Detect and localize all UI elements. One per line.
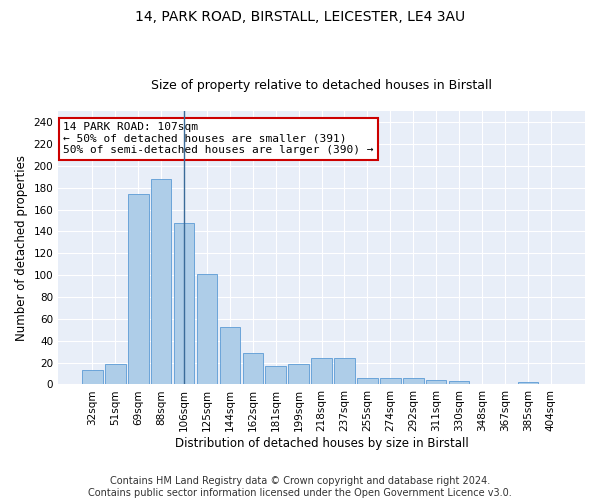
Bar xyxy=(105,364,125,384)
X-axis label: Distribution of detached houses by size in Birstall: Distribution of detached houses by size … xyxy=(175,437,469,450)
Bar xyxy=(128,194,149,384)
Bar xyxy=(151,179,172,384)
Text: 14, PARK ROAD, BIRSTALL, LEICESTER, LE4 3AU: 14, PARK ROAD, BIRSTALL, LEICESTER, LE4 … xyxy=(135,10,465,24)
Y-axis label: Number of detached properties: Number of detached properties xyxy=(15,155,28,341)
Text: 14 PARK ROAD: 107sqm
← 50% of detached houses are smaller (391)
50% of semi-deta: 14 PARK ROAD: 107sqm ← 50% of detached h… xyxy=(64,122,374,156)
Bar xyxy=(220,326,240,384)
Text: Contains HM Land Registry data © Crown copyright and database right 2024.
Contai: Contains HM Land Registry data © Crown c… xyxy=(88,476,512,498)
Bar xyxy=(518,382,538,384)
Bar xyxy=(197,274,217,384)
Title: Size of property relative to detached houses in Birstall: Size of property relative to detached ho… xyxy=(151,79,492,92)
Bar xyxy=(242,353,263,384)
Bar xyxy=(174,222,194,384)
Bar xyxy=(265,366,286,384)
Bar xyxy=(357,378,378,384)
Bar xyxy=(403,378,424,384)
Bar xyxy=(426,380,446,384)
Bar xyxy=(289,364,309,384)
Bar xyxy=(334,358,355,384)
Bar xyxy=(449,381,469,384)
Bar xyxy=(380,378,401,384)
Bar xyxy=(82,370,103,384)
Bar xyxy=(311,358,332,384)
